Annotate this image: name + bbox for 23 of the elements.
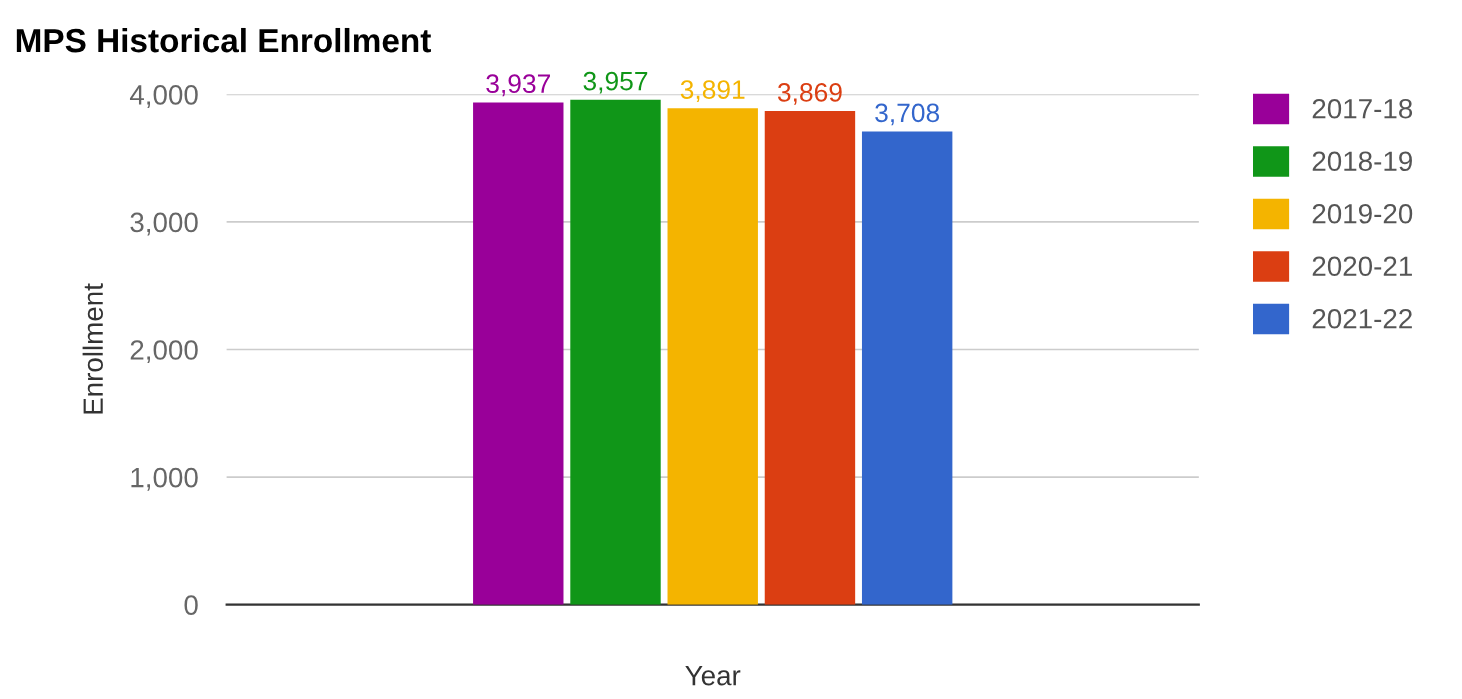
bar (473, 102, 564, 605)
legend-label: 2020-21 (1312, 256, 1412, 277)
legend-label: 2021-22 (1312, 308, 1412, 329)
data-label: 3,957 (583, 71, 648, 94)
data-label: 3,869 (777, 83, 842, 105)
y-tick-label: 1,000 (131, 467, 198, 491)
data-label: 3,937 (486, 74, 550, 97)
data-label: 3,708 (875, 103, 940, 126)
y-tick-label: 2,000 (130, 340, 198, 364)
legend-label: 2017-18 (1312, 98, 1413, 119)
bar (570, 99, 661, 605)
y-axis-title: Enrollment (82, 283, 103, 414)
chart-title: MPS Historical Enrollment (16, 27, 431, 53)
y-tick-label: 3,000 (130, 212, 198, 236)
data-label: 3,891 (680, 80, 745, 102)
bar (764, 111, 856, 605)
legend-label: 2018-19 (1312, 151, 1412, 172)
bar (667, 108, 758, 605)
x-axis-title: Year (685, 666, 741, 686)
bar (861, 131, 953, 605)
y-tick-label: 4,000 (129, 85, 198, 108)
y-tick-label: 0 (184, 595, 198, 615)
legend-label: 2019-20 (1312, 203, 1413, 224)
